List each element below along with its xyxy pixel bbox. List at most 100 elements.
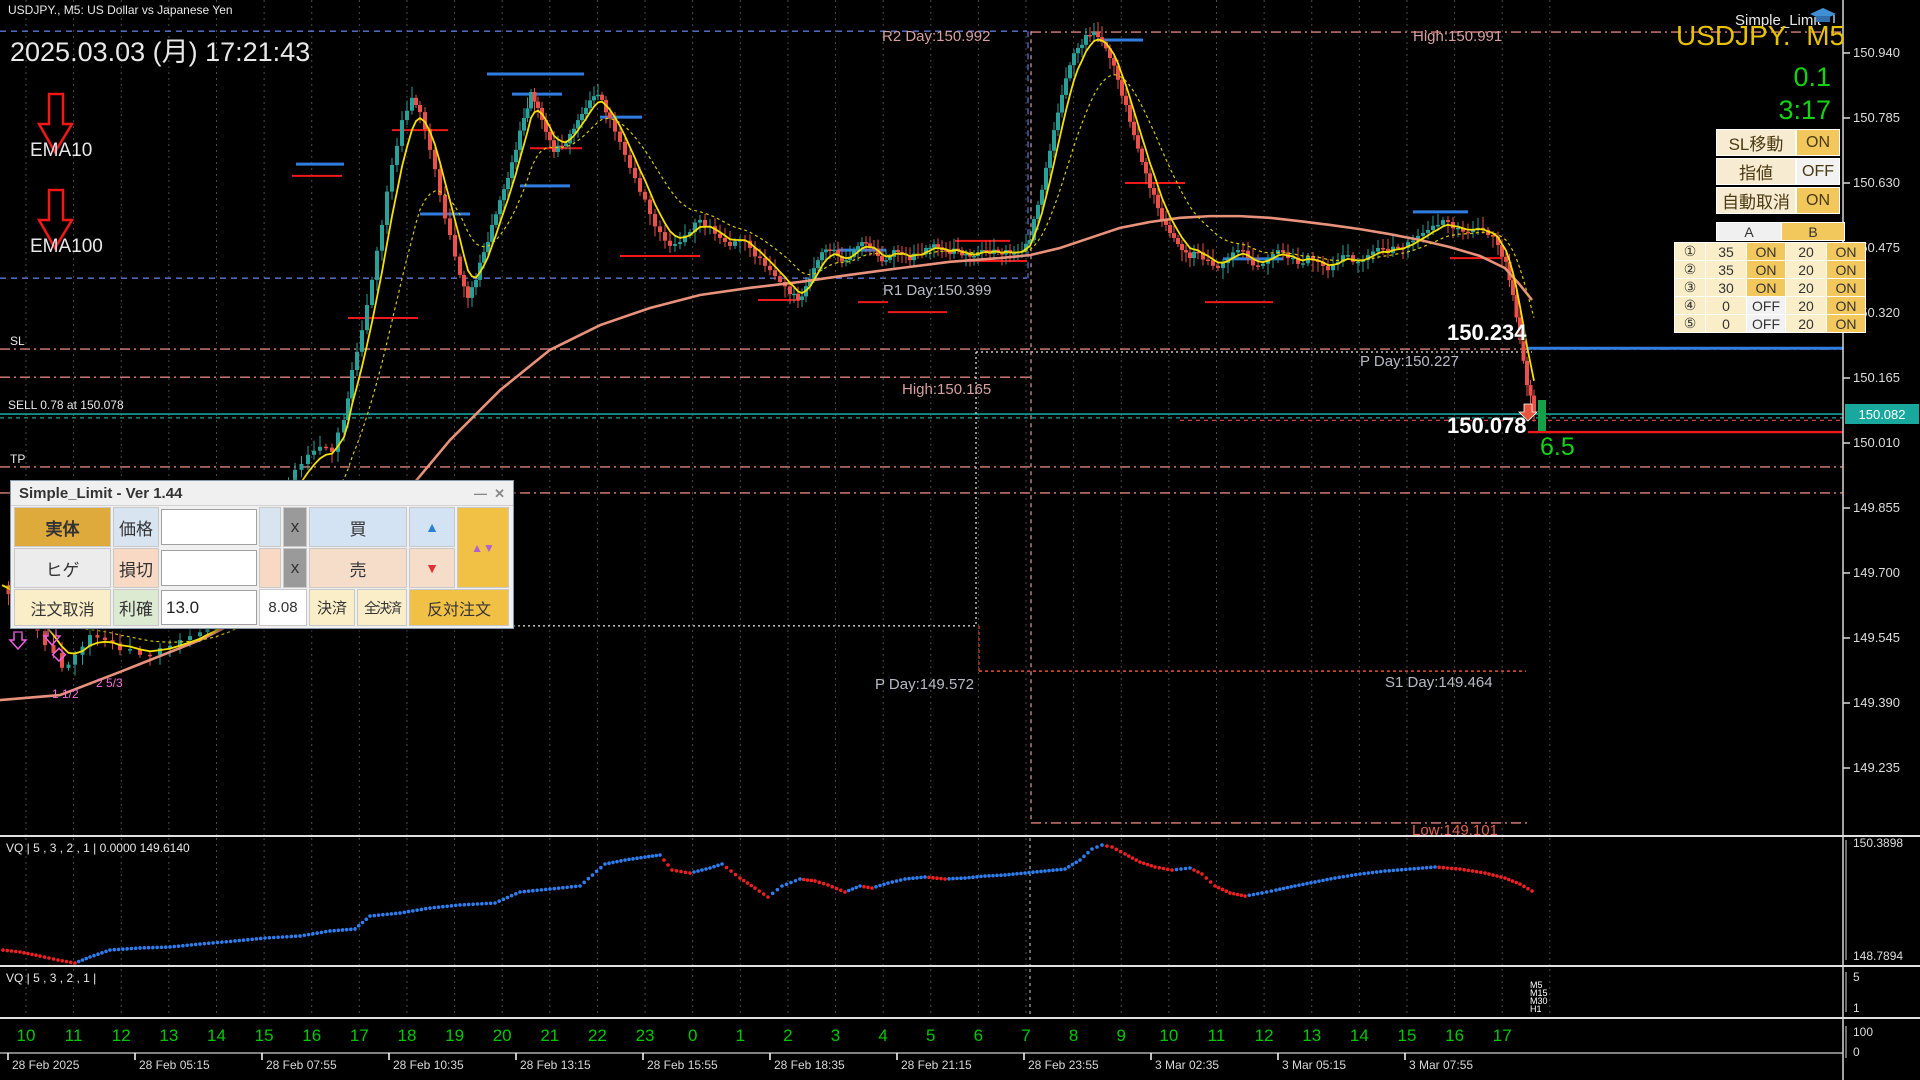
buy-button[interactable]: 買 xyxy=(309,507,407,547)
clock-timestamp: 2025.03.03 (月) 17:21:43 xyxy=(10,37,311,67)
takeprofit-label: 利確 xyxy=(113,589,159,626)
low-current-label: Low:149.101 xyxy=(1412,822,1498,835)
hour-label: 3 xyxy=(830,1026,841,1045)
order-toggle-cell[interactable]: ON xyxy=(1826,296,1866,315)
pivot-r2-label: R2 Day:150.992 xyxy=(882,28,991,45)
order-row-number: ① xyxy=(1674,242,1706,261)
order-grid-table: ① 35 ON 20 ON ② 35 ON 20 ON ③ 30 ON 20 ON ④ 0 OFF 20 ON ⑤ 0 OF… xyxy=(1674,242,1866,333)
order-toggle-cell[interactable]: ON xyxy=(1826,242,1866,261)
hour-label: 13 xyxy=(1302,1026,1322,1045)
close-icon[interactable]: ✕ xyxy=(494,486,505,501)
sl-step-cell[interactable] xyxy=(259,548,281,588)
wick-mode-button[interactable]: ヒゲ xyxy=(14,548,111,588)
close-all-button[interactable]: 全決済 xyxy=(357,589,407,626)
price-axis-label: 150.785 xyxy=(1853,110,1900,125)
price-axis-label: 150.940 xyxy=(1853,45,1900,60)
toggle-sl-move-label: SL移動 xyxy=(1716,129,1796,156)
pivot-p-current-label: P Day:150.227 xyxy=(1360,353,1459,370)
hour-label: 20 xyxy=(492,1026,512,1045)
order-toggle-cell[interactable]: ON xyxy=(1826,314,1866,333)
hour-label: 13 xyxy=(159,1026,179,1045)
toggle-auto-cancel-state[interactable]: ON xyxy=(1796,187,1840,214)
simple-limit-dialog[interactable]: Simple_Limit - Ver 1.44 — ✕ 実体 価格 x 買 ▲ … xyxy=(10,480,514,629)
panel-lot: 0.1 xyxy=(1793,62,1831,92)
hour-label: 16 xyxy=(1445,1026,1465,1045)
sl-clear-button[interactable]: x xyxy=(283,548,307,588)
graduation-cap-icon[interactable] xyxy=(1810,6,1836,28)
takeprofit-input[interactable] xyxy=(161,590,257,625)
price-axis-label: 149.545 xyxy=(1853,630,1900,645)
price-axis-label: 150.165 xyxy=(1853,370,1900,385)
buy-arrow-button[interactable]: ▲ xyxy=(409,507,455,547)
panel-timeframe-text: M5 xyxy=(1806,20,1846,51)
hour-label: 16 xyxy=(302,1026,322,1045)
date-label: 28 Feb 23:55 xyxy=(1028,1058,1099,1072)
hour-label: 18 xyxy=(397,1026,417,1045)
subpanel-scale-label: 1 xyxy=(1853,1001,1860,1015)
toggle-limit-state[interactable]: OFF xyxy=(1796,158,1840,185)
hour-label: 4 xyxy=(878,1026,888,1045)
toggle-sl-move-state[interactable]: ON xyxy=(1796,129,1840,156)
price-label: 価格 xyxy=(113,507,159,547)
price-axis-label: 149.700 xyxy=(1853,565,1900,580)
order-grid-row: ⑤ 0 OFF 20 ON xyxy=(1674,314,1866,333)
order-value-cell: 35 xyxy=(1705,260,1747,279)
toggle-limit-label: 指値 xyxy=(1716,158,1796,185)
timeframe-stack-labels: M5 M15 M30 H1 xyxy=(1530,980,1548,1014)
timeframe-label: H1 xyxy=(1530,1004,1542,1014)
sell-arrow-button[interactable]: ▼ xyxy=(409,548,455,588)
date-label: 28 Feb 2025 xyxy=(12,1058,80,1072)
close-position-button[interactable]: 決済 xyxy=(309,589,355,626)
timeframe-label: M5 xyxy=(1530,980,1543,990)
profit-pips-text: 6.5 xyxy=(1540,433,1575,461)
order-row-number: ④ xyxy=(1674,296,1706,315)
price-axis-label: 150.630 xyxy=(1853,175,1900,190)
order-row-number: ③ xyxy=(1674,278,1706,297)
price-input[interactable] xyxy=(161,509,257,545)
order-toggle-cell[interactable]: ON xyxy=(1746,260,1786,279)
ema10-legend-label: EMA10 xyxy=(30,140,93,161)
dialog-title-text: Simple_Limit - Ver 1.44 xyxy=(19,485,183,502)
date-label: 28 Feb 18:35 xyxy=(774,1058,845,1072)
order-value-cell: 20 xyxy=(1785,314,1827,333)
panel-countdown: 3:17 xyxy=(1778,95,1831,125)
high-prev-label: High:150.165 xyxy=(902,381,992,398)
tp-tag: TP xyxy=(10,452,26,466)
dialog-titlebar[interactable]: Simple_Limit - Ver 1.44 — ✕ xyxy=(11,481,513,506)
sell-button[interactable]: 売 xyxy=(309,548,407,588)
panel-symbol: USDJPY. M5 xyxy=(1676,20,1845,52)
stoploss-input[interactable] xyxy=(161,550,257,586)
hour-label: 21 xyxy=(540,1026,560,1045)
order-toggle-cell[interactable]: ON xyxy=(1826,278,1866,297)
order-toggle-cell[interactable]: OFF xyxy=(1746,296,1786,315)
minimize-icon[interactable]: — xyxy=(474,486,487,501)
ema-legend-arrows xyxy=(36,92,75,251)
order-value-cell: 20 xyxy=(1785,242,1827,261)
chart-title: USDJPY., M5: US Dollar vs Japanese Yen xyxy=(8,3,233,17)
order-toggle-cell[interactable]: ON xyxy=(1746,278,1786,297)
order-grid-row: ② 35 ON 20 ON xyxy=(1674,260,1866,279)
price-axis-label: 149.855 xyxy=(1853,500,1900,515)
hour-label: 2 xyxy=(783,1026,793,1045)
updown-arrows-button[interactable]: ▲▼ xyxy=(457,507,509,588)
order-value-cell: 20 xyxy=(1785,278,1827,297)
order-value-cell: 20 xyxy=(1785,260,1827,279)
subpanel-scale-label: 100 xyxy=(1853,1025,1874,1039)
order-toggle-cell[interactable]: ON xyxy=(1746,242,1786,261)
price-clear-button[interactable]: x xyxy=(283,507,307,547)
date-label: 28 Feb 15:55 xyxy=(647,1058,718,1072)
entry-price-text: 150.078 xyxy=(1447,413,1527,438)
hour-label: 22 xyxy=(587,1026,607,1045)
cancel-orders-button[interactable]: 注文取消 xyxy=(14,589,111,626)
body-mode-button[interactable]: 実体 xyxy=(14,507,111,547)
high-current-label: High:150.991 xyxy=(1413,28,1503,45)
price-step-cell[interactable] xyxy=(259,507,281,547)
reverse-order-button[interactable]: 反対注文 xyxy=(409,589,509,626)
col-a-header: A xyxy=(1716,222,1782,241)
order-toggle-cell[interactable]: OFF xyxy=(1746,314,1786,333)
hour-label: 11 xyxy=(64,1026,83,1045)
order-toggle-cell[interactable]: ON xyxy=(1826,260,1866,279)
hour-label: 8 xyxy=(1068,1026,1079,1045)
